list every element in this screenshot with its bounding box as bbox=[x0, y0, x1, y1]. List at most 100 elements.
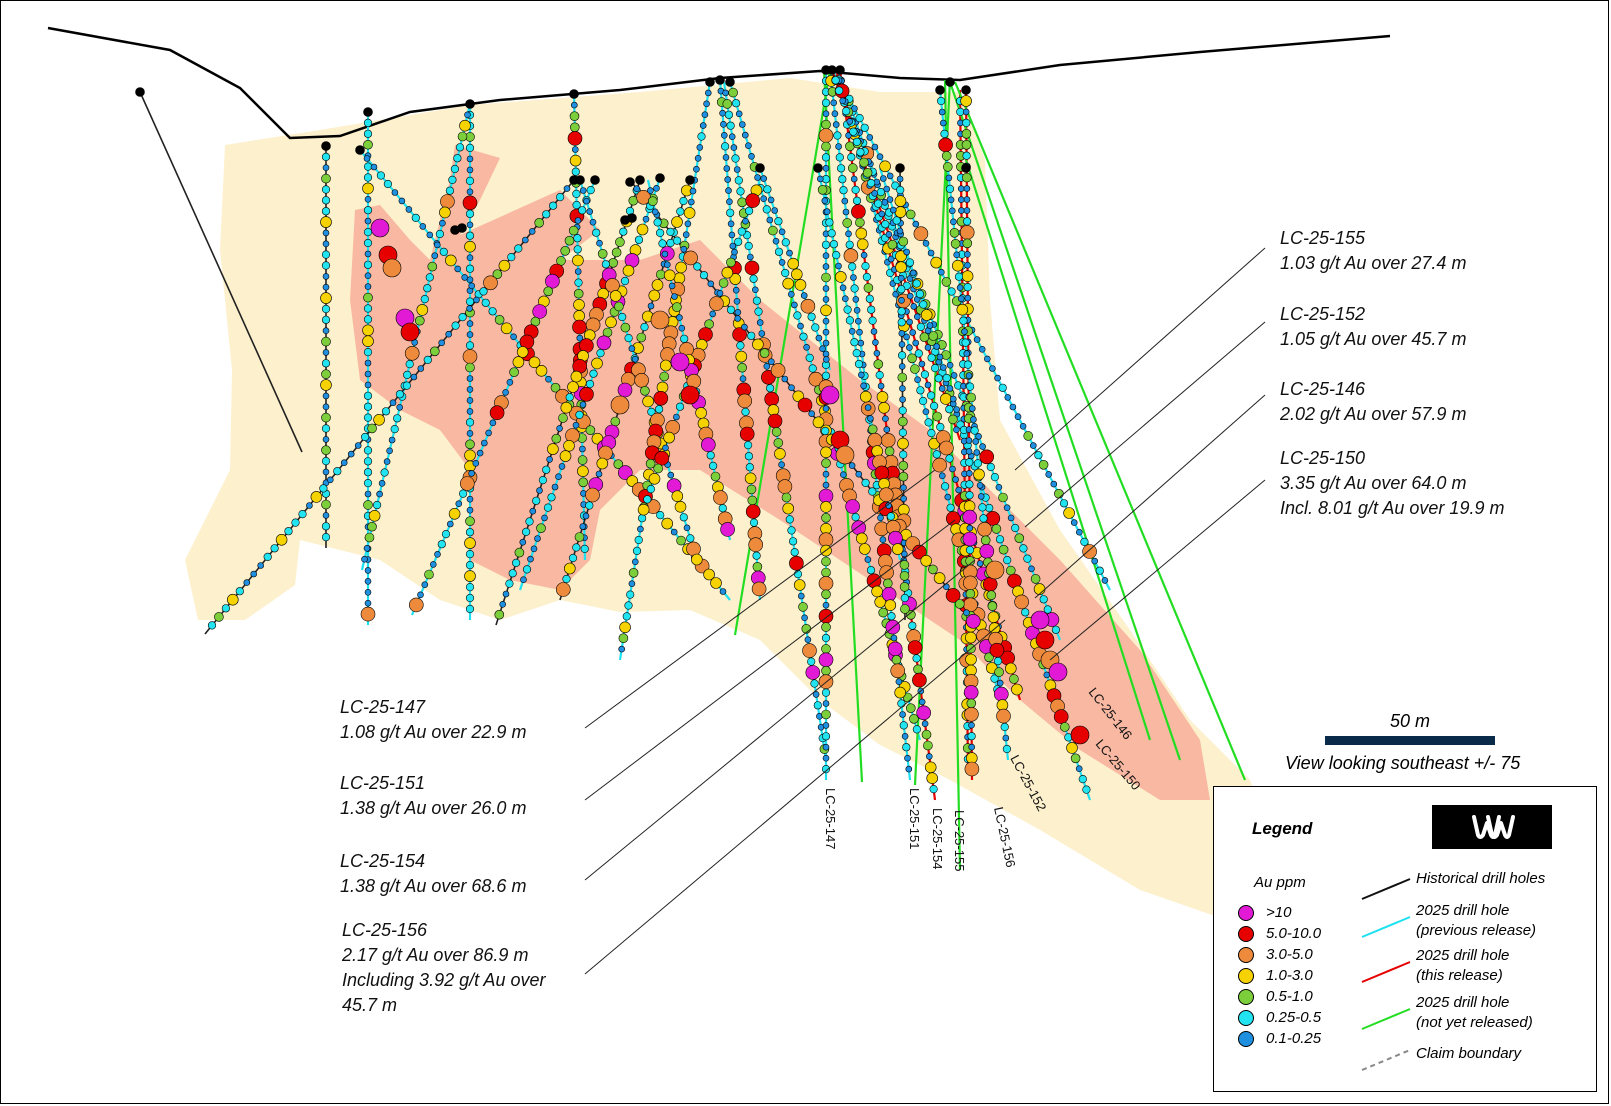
assay-dot bbox=[321, 532, 331, 542]
assay-dot bbox=[628, 580, 636, 588]
assay-dot bbox=[966, 698, 977, 709]
assay-dot bbox=[466, 331, 474, 338]
this-release-symbol-icon bbox=[1361, 961, 1411, 983]
assay-dot bbox=[835, 143, 842, 150]
assay-dot bbox=[835, 262, 842, 270]
assay-dot bbox=[628, 345, 636, 352]
assay-dot bbox=[431, 252, 439, 259]
assay-dot bbox=[448, 175, 457, 184]
assay-dot bbox=[989, 365, 996, 372]
assay-dot bbox=[962, 108, 970, 116]
assay-dot bbox=[800, 292, 808, 299]
assay-dot bbox=[1038, 459, 1049, 470]
assay-dot bbox=[414, 315, 425, 326]
assay-dot bbox=[1045, 471, 1052, 478]
assay-dot bbox=[721, 266, 734, 279]
assay-dot bbox=[968, 405, 976, 412]
assay-dot bbox=[822, 252, 830, 259]
assay-dot bbox=[722, 89, 729, 97]
assay-dot bbox=[416, 304, 429, 316]
assay-dot bbox=[671, 490, 684, 503]
assay-dot bbox=[419, 223, 427, 230]
grade-dot-icon bbox=[1238, 904, 1254, 921]
assay-dot bbox=[956, 303, 969, 316]
collar-marker bbox=[569, 89, 579, 99]
assay-dot bbox=[680, 245, 688, 253]
assay-dot bbox=[930, 364, 940, 373]
assay-dot bbox=[720, 132, 728, 139]
assay-dot bbox=[822, 356, 830, 363]
assay-dot bbox=[647, 196, 658, 206]
assay-dot bbox=[832, 121, 840, 128]
assay-dot bbox=[987, 611, 1000, 624]
assay-dot bbox=[614, 301, 624, 312]
historical-hole-symbol-icon bbox=[1361, 878, 1411, 900]
assay-dot bbox=[857, 371, 865, 379]
assay-dot bbox=[322, 327, 330, 335]
assay-dot bbox=[906, 292, 914, 300]
assay-dot bbox=[683, 524, 691, 532]
assay-dot bbox=[464, 111, 471, 119]
assay-dot bbox=[221, 604, 230, 613]
assay-dot bbox=[405, 206, 413, 213]
assay-dot bbox=[654, 405, 664, 414]
assay-dot bbox=[965, 469, 973, 477]
assay-dot bbox=[961, 338, 970, 347]
assay-dot bbox=[364, 359, 372, 367]
assay-dot bbox=[637, 525, 644, 533]
assay-dot bbox=[910, 303, 918, 310]
assay-dot bbox=[381, 407, 391, 416]
assay-dot bbox=[821, 197, 829, 204]
assay-dot bbox=[897, 274, 905, 282]
assay-dot bbox=[765, 384, 775, 393]
assay-dot bbox=[903, 248, 911, 256]
assay-dot bbox=[634, 535, 643, 545]
assay-dot bbox=[363, 479, 373, 488]
assay-dot bbox=[423, 355, 432, 365]
assay-dot bbox=[631, 355, 639, 363]
assay-dot bbox=[585, 425, 596, 436]
assay-dot bbox=[398, 197, 406, 205]
assay-dot bbox=[1021, 608, 1030, 617]
assay-dot bbox=[977, 493, 985, 500]
assay-dot bbox=[883, 185, 891, 193]
assay-dot bbox=[831, 76, 840, 85]
assay-dot bbox=[804, 636, 812, 644]
assay-dot bbox=[922, 408, 930, 416]
assay-dot bbox=[854, 317, 862, 325]
assay-dot bbox=[364, 250, 372, 258]
assay-dot bbox=[788, 537, 798, 546]
assay-dot bbox=[933, 572, 946, 584]
assay-dot bbox=[310, 491, 323, 503]
assay-dot bbox=[965, 372, 973, 379]
assay-dot bbox=[364, 272, 372, 280]
assay-dot bbox=[905, 765, 913, 773]
callout-leader-line bbox=[1014, 247, 1266, 471]
assay-dot bbox=[466, 375, 474, 382]
assay-dot bbox=[454, 265, 462, 273]
assay-dot bbox=[888, 530, 903, 546]
assay-dot bbox=[631, 558, 639, 566]
assay-dot bbox=[793, 311, 802, 320]
assay-dot bbox=[514, 244, 523, 253]
assay-dot bbox=[1091, 557, 1098, 565]
assay-dot bbox=[322, 512, 330, 519]
assay-dot bbox=[364, 588, 372, 596]
assay-dot bbox=[556, 425, 563, 432]
assay-dot bbox=[439, 219, 446, 227]
assay-dot bbox=[962, 531, 978, 547]
high-grade-dot bbox=[985, 560, 1005, 580]
assay-dot bbox=[571, 146, 579, 153]
collar-marker bbox=[725, 77, 735, 87]
assay-dot bbox=[429, 346, 440, 357]
assay-dot bbox=[900, 484, 907, 492]
assay-dot bbox=[867, 432, 883, 448]
assay-dot bbox=[417, 365, 425, 372]
legend-line-symbols bbox=[1361, 878, 1411, 1071]
assay-dot bbox=[781, 375, 789, 383]
assay-dot bbox=[848, 462, 856, 469]
assay-dot bbox=[892, 216, 901, 225]
assay-dot bbox=[915, 289, 925, 299]
assay-dot bbox=[976, 560, 984, 567]
assay-dot bbox=[596, 335, 612, 351]
